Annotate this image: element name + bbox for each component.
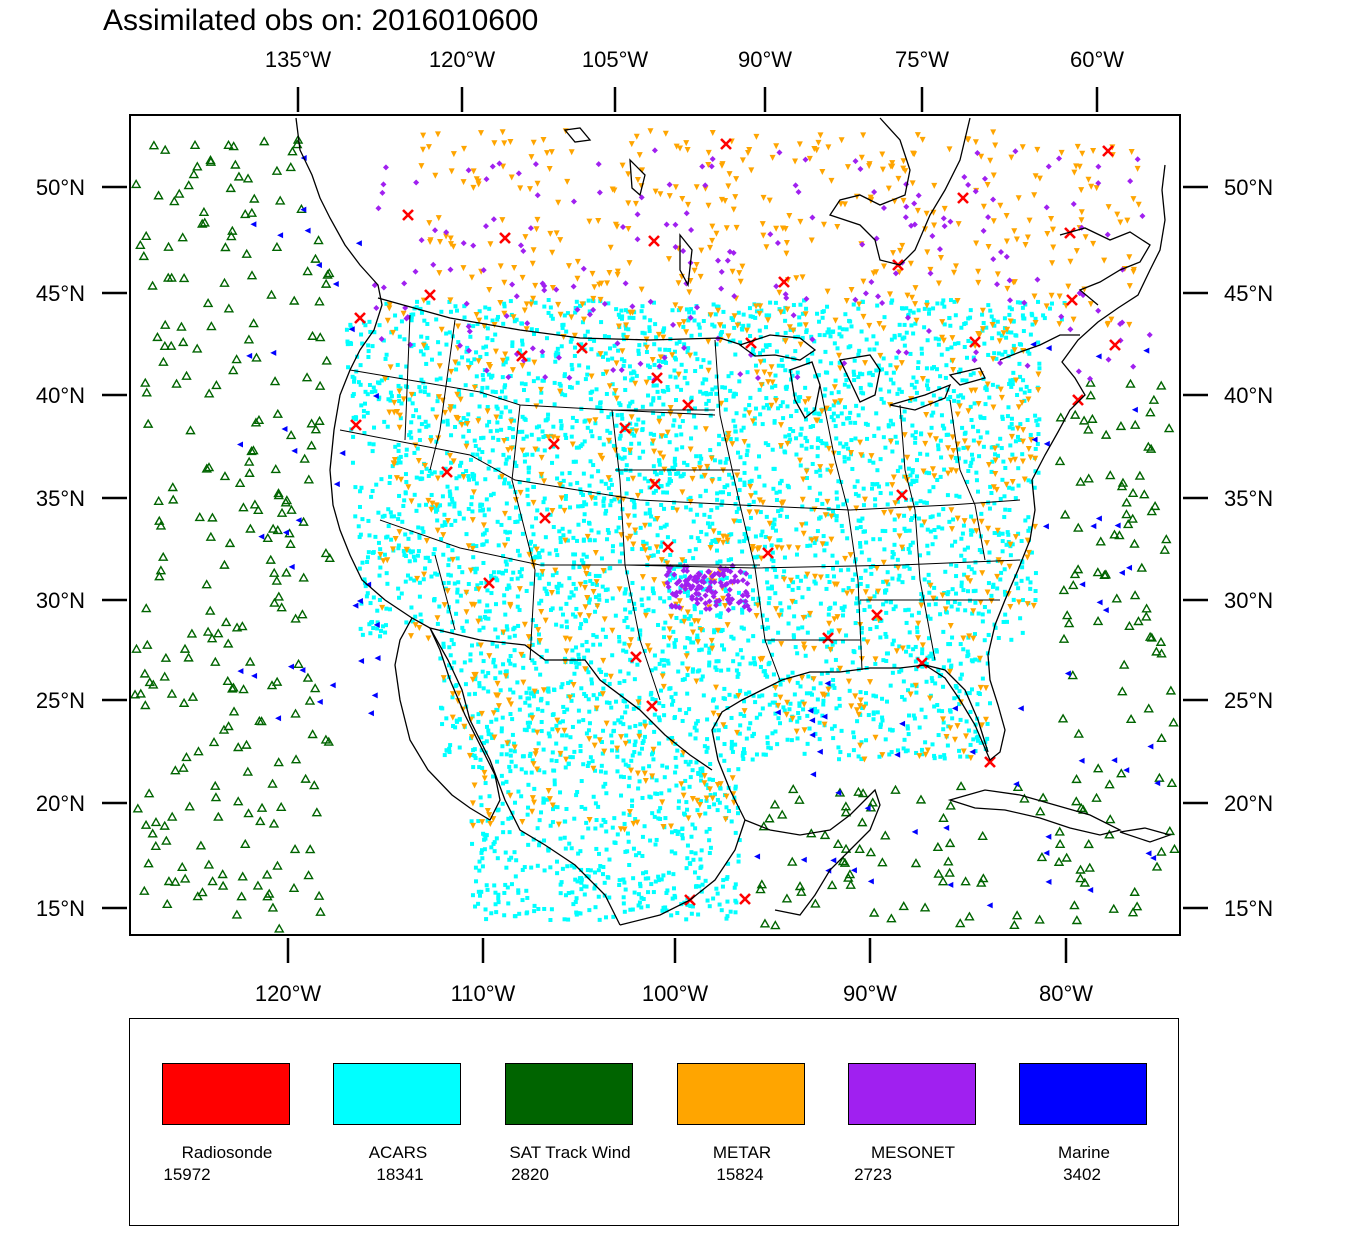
square-icon bbox=[333, 1063, 461, 1125]
legend-item: MESONET 2723 bbox=[848, 1063, 978, 1184]
top-tick-label: 105°W bbox=[582, 47, 649, 72]
left-tick-label: 35°N bbox=[36, 486, 85, 511]
right-tick-label: 45°N bbox=[1224, 281, 1273, 306]
legend-label: Marine bbox=[1058, 1143, 1110, 1162]
great-lakes-outline bbox=[738, 334, 986, 419]
legend-item: Marine 3402 bbox=[1019, 1063, 1149, 1184]
left-tick-label: 15°N bbox=[36, 896, 85, 921]
yucatan-coastline bbox=[744, 788, 881, 916]
state-borders bbox=[339, 314, 1021, 701]
top-tick-label: 75°W bbox=[895, 47, 949, 72]
gulf-coastline bbox=[619, 164, 1166, 926]
legend-count: 3402 bbox=[1063, 1165, 1101, 1184]
right-tick-label: 15°N bbox=[1224, 896, 1273, 921]
top-tick-label: 60°W bbox=[1070, 47, 1124, 72]
canadian-lakes-outline bbox=[563, 127, 693, 288]
legend-count: 18341 bbox=[376, 1165, 424, 1184]
legend-item: Radiosonde 15972 bbox=[162, 1063, 292, 1184]
legend-label: ACARS bbox=[368, 1143, 428, 1162]
top-tick-label: 120°W bbox=[429, 47, 496, 72]
right-tick-label: 25°N bbox=[1224, 688, 1273, 713]
coastlines-borders-layer bbox=[295, 117, 1173, 926]
right-tick-label: 30°N bbox=[1224, 588, 1273, 613]
us-mexico-border bbox=[429, 627, 713, 771]
baja-coastline bbox=[394, 617, 501, 821]
west-coastline bbox=[295, 117, 621, 926]
diamond-icon bbox=[848, 1063, 976, 1125]
top-tick-label: 135°W bbox=[265, 47, 332, 72]
right-tick-label: 35°N bbox=[1224, 486, 1273, 511]
legend-label: SAT Track Wind bbox=[509, 1143, 631, 1162]
left-tick-label: 30°N bbox=[36, 588, 85, 613]
hispaniola-coastline bbox=[1119, 827, 1173, 843]
bottom-tick-label: 90°W bbox=[843, 981, 897, 1006]
right-tick-label: 50°N bbox=[1224, 175, 1273, 200]
left-tick-label: 50°N bbox=[36, 175, 85, 200]
legend-count: 2723 bbox=[854, 1165, 892, 1184]
cuba-coastline bbox=[947, 789, 1122, 836]
legend-label: METAR bbox=[712, 1143, 772, 1162]
right-tick-label: 20°N bbox=[1224, 791, 1273, 816]
right-tick-label: 40°N bbox=[1224, 383, 1273, 408]
legend-count: 15824 bbox=[716, 1165, 764, 1184]
left-tick-label: 40°N bbox=[36, 383, 85, 408]
legend-count: 15972 bbox=[163, 1165, 211, 1184]
bottom-tick-label: 110°W bbox=[451, 981, 516, 1006]
legend-item: SAT Track Wind 2820 bbox=[505, 1063, 635, 1184]
legend-label: Radiosonde bbox=[181, 1143, 273, 1162]
left-tick-label: 45°N bbox=[36, 281, 85, 306]
map-frame bbox=[129, 114, 1181, 936]
legend-item: METAR 15824 bbox=[677, 1063, 807, 1184]
axis-ticks: 135°W 120°W 105°W 90°W 75°W 60°W 120°W 110°W 100… bbox=[36, 47, 1273, 1006]
us-canada-border bbox=[377, 297, 1080, 361]
legend: Radiosonde 15972 ACARS 18341 SAT Track Wind 2… bbox=[129, 1018, 1179, 1226]
observations-layer bbox=[130, 128, 1180, 933]
bottom-tick-label: 100°W bbox=[642, 981, 709, 1006]
maritime-coastline bbox=[1059, 227, 1151, 306]
map-title: Assimilated obs on: 2016010600 bbox=[103, 4, 539, 37]
legend-count: 2820 bbox=[511, 1165, 549, 1184]
legend-item: ACARS 18341 bbox=[333, 1063, 463, 1184]
top-tick-label: 90°W bbox=[738, 47, 792, 72]
legend-label: MESONET bbox=[870, 1143, 956, 1162]
left-tick-label: 25°N bbox=[36, 688, 85, 713]
triangle-up-icon bbox=[505, 1063, 633, 1125]
hudson-bay-coastline bbox=[828, 117, 971, 266]
x-icon bbox=[162, 1063, 290, 1125]
bottom-tick-label: 80°W bbox=[1039, 981, 1093, 1006]
triangle-left-icon bbox=[1019, 1063, 1147, 1125]
florida-coastline bbox=[924, 664, 989, 753]
triangle-down-icon bbox=[677, 1063, 805, 1125]
bottom-tick-label: 120°W bbox=[255, 981, 322, 1006]
left-tick-label: 20°N bbox=[36, 791, 85, 816]
